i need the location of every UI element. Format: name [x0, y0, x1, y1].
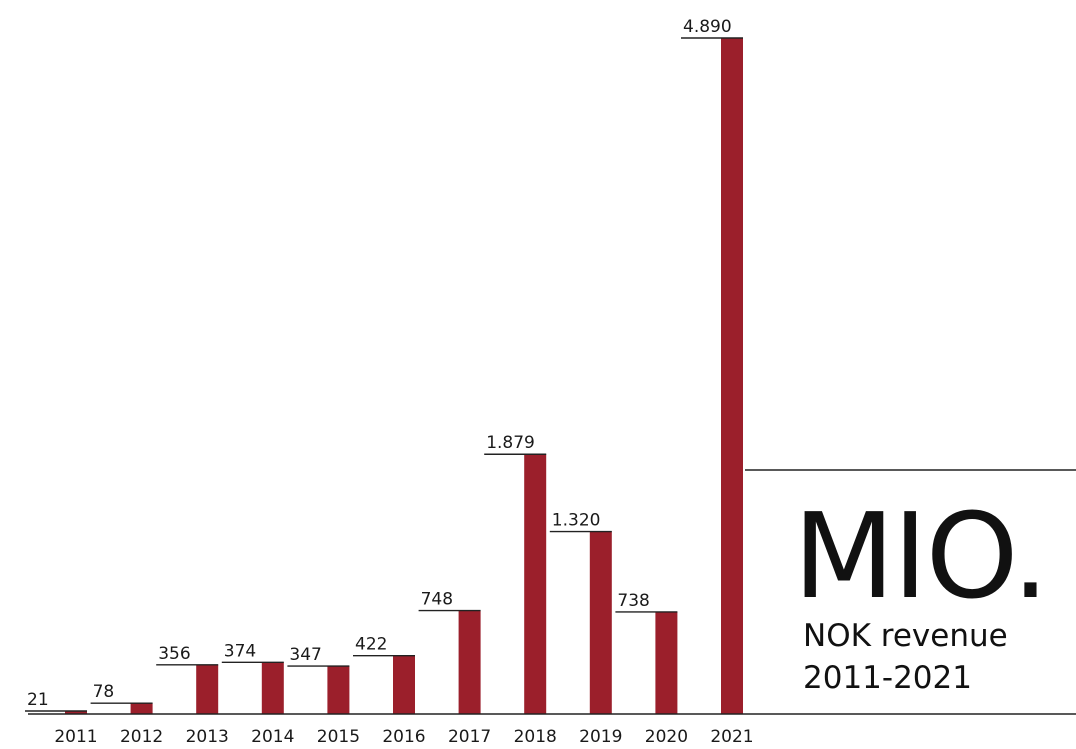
year-label-2020: 2020	[645, 727, 688, 747]
value-label-2018: 1.879	[486, 433, 535, 453]
bar-2016	[393, 655, 415, 714]
bar-2014	[261, 662, 284, 714]
value-label-2013: 356	[158, 644, 190, 664]
value-label-2015: 347	[289, 645, 321, 665]
year-label-2011: 2011	[54, 727, 97, 747]
year-label-2021: 2021	[710, 727, 753, 747]
value-label-2021: 4.890	[683, 17, 732, 37]
value-label-2020: 738	[617, 591, 649, 611]
year-label-2019: 2019	[579, 727, 622, 747]
bar-2012	[130, 703, 153, 714]
bar-2021	[721, 38, 743, 714]
bar-2015	[327, 666, 350, 714]
year-label-2015: 2015	[317, 727, 360, 747]
value-label-2011: 21	[27, 690, 49, 710]
value-label-2012: 78	[93, 682, 115, 702]
bar-2018	[524, 454, 547, 714]
year-label-2013: 2013	[186, 727, 229, 747]
leader-lines-layer	[25, 37, 743, 712]
bar-2020	[655, 611, 678, 714]
value-label-2014: 374	[224, 641, 256, 661]
bar-2019	[589, 531, 612, 714]
year-label-2016: 2016	[382, 727, 425, 747]
bar-2013	[196, 664, 219, 714]
year-label-2017: 2017	[448, 727, 491, 747]
year-label-2014: 2014	[251, 727, 294, 747]
unit-heading: MIO.	[793, 487, 1047, 625]
bar-2011	[65, 711, 87, 714]
caption-line-1: NOK revenue	[803, 618, 1008, 654]
caption-line-2: 2011-2021	[803, 660, 972, 696]
value-label-2016: 422	[355, 635, 387, 655]
bar-2017	[458, 610, 481, 714]
value-label-2019: 1.320	[552, 511, 601, 531]
bars-layer	[65, 38, 743, 714]
year-label-2018: 2018	[514, 727, 557, 747]
value-label-2017: 748	[421, 590, 453, 610]
year-label-2012: 2012	[120, 727, 163, 747]
value-labels-layer: 21 78 356 374 347 422 748 1.879 1.320 738 4.890	[27, 17, 732, 710]
year-labels-layer: 2011 2012 2013 2014 2015 2016 2017 2018 2019 2020…	[54, 727, 753, 747]
